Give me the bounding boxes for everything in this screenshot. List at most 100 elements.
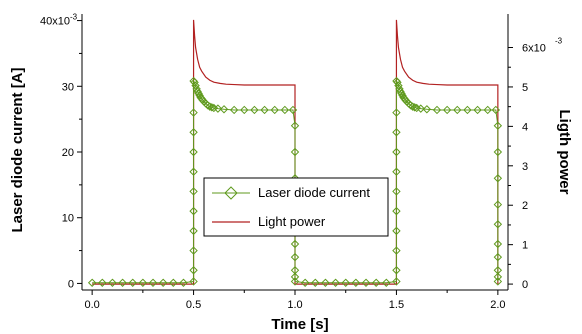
x-axis-ticks: 0.0 0.5 1.0 1.5 2.0 (84, 290, 506, 311)
current-data-point (270, 105, 279, 115)
current-data-point (491, 105, 501, 115)
current-data-point (250, 105, 259, 115)
series-layer (87, 19, 503, 287)
x-tick-label: 0.0 (84, 299, 99, 311)
left-y-tick-label: 40x10 (40, 16, 70, 28)
current-data-point (138, 278, 148, 287)
current-data-point (189, 167, 198, 176)
current-data-point (189, 266, 198, 275)
current-data-point (392, 128, 401, 137)
left-y-tick-label: 10 (62, 213, 74, 225)
current-data-point (371, 278, 381, 287)
current-data-point (290, 272, 300, 282)
left-y-tick-label: 20 (62, 147, 74, 159)
current-data-point (194, 89, 203, 98)
current-data-point (179, 278, 188, 287)
legend-marker-current (224, 186, 238, 200)
current-data-point (87, 278, 97, 287)
left-y-axis-ticks: 0 10 20 30 40x10 -3 (40, 13, 82, 290)
current-data-point (382, 278, 391, 287)
current-data-point (290, 277, 300, 286)
current-data-point (473, 105, 482, 115)
current-data-point (493, 272, 503, 282)
current-data-point (394, 81, 403, 90)
current-data-point (361, 278, 371, 287)
current-data-point (189, 147, 198, 157)
current-data-point (229, 105, 239, 115)
right-y-tick-label: 2 (522, 200, 528, 212)
current-data-point (98, 278, 107, 287)
current-data-point (493, 200, 503, 209)
right-y-axis-ticks: 0 1 2 3 4 5 6x10 -3 (508, 37, 563, 291)
x-tick-label: 1.0 (287, 299, 302, 311)
current-data-point (483, 105, 492, 115)
current-data-point (288, 105, 298, 115)
current-data-point (128, 278, 137, 287)
current-data-point (189, 277, 198, 286)
current-data-point (189, 187, 198, 196)
current-data-point (493, 239, 503, 249)
right-y-tick-label: 3 (522, 161, 528, 173)
current-data-point (392, 226, 401, 236)
left-y-exponent: -3 (70, 13, 78, 22)
current-data-point (493, 147, 503, 157)
series-line-current (92, 79, 499, 284)
current-data-point (392, 108, 401, 117)
current-data-point (392, 147, 401, 157)
current-data-point (213, 104, 223, 113)
current-data-point (410, 103, 419, 112)
legend-label-current: Laser diode current (258, 185, 370, 200)
legend-label-power: Light power (258, 214, 326, 229)
current-data-point (493, 277, 503, 286)
current-data-point (290, 252, 300, 262)
legend-box (203, 177, 389, 237)
right-y-tick-label: 1 (522, 240, 528, 252)
current-data-point (260, 105, 269, 115)
x-tick-label: 0.5 (186, 299, 201, 311)
current-data-point (189, 226, 198, 236)
current-data-point (203, 101, 212, 110)
current-data-point (493, 121, 503, 130)
current-data-point (169, 278, 178, 287)
current-data-point (392, 246, 401, 255)
series-line-power (92, 19, 499, 285)
current-data-point (463, 105, 472, 115)
left-y-axis-title: Laser diode current [A] (9, 67, 26, 232)
current-data-point (493, 220, 503, 229)
current-data-point (453, 105, 462, 115)
current-data-point (392, 206, 401, 216)
left-y-tick-label: 30 (62, 81, 74, 93)
current-data-point (290, 121, 300, 130)
current-data-point (397, 89, 406, 98)
current-data-point (493, 174, 503, 183)
right-y-exponent: -3 (555, 37, 563, 46)
current-data-point (240, 105, 249, 115)
current-data-point (189, 206, 198, 216)
current-data-point (392, 167, 401, 176)
x-tick-label: 2.0 (490, 299, 505, 311)
left-y-tick-label: 0 (68, 278, 74, 290)
right-y-tick-label: 5 (522, 82, 528, 94)
current-data-point (158, 278, 168, 287)
current-data-point (422, 105, 432, 114)
current-data-point (311, 278, 320, 287)
current-data-point (392, 266, 401, 275)
current-data-point (432, 105, 442, 115)
current-data-point (493, 252, 503, 262)
right-y-tick-label: 0 (522, 279, 528, 291)
current-data-point (118, 278, 127, 287)
current-data-point (392, 187, 401, 196)
current-data-point (331, 278, 340, 287)
right-y-tick-label: 6x10 (522, 43, 546, 55)
current-data-point (207, 103, 217, 112)
current-data-point (416, 104, 425, 113)
current-data-point (219, 105, 229, 114)
x-axis-title: Time [s] (271, 316, 328, 333)
current-data-point (189, 246, 198, 255)
current-data-point (392, 277, 401, 286)
current-data-point (442, 105, 452, 115)
current-data-point (321, 278, 330, 287)
current-data-point (393, 78, 402, 87)
current-data-point (189, 128, 198, 137)
